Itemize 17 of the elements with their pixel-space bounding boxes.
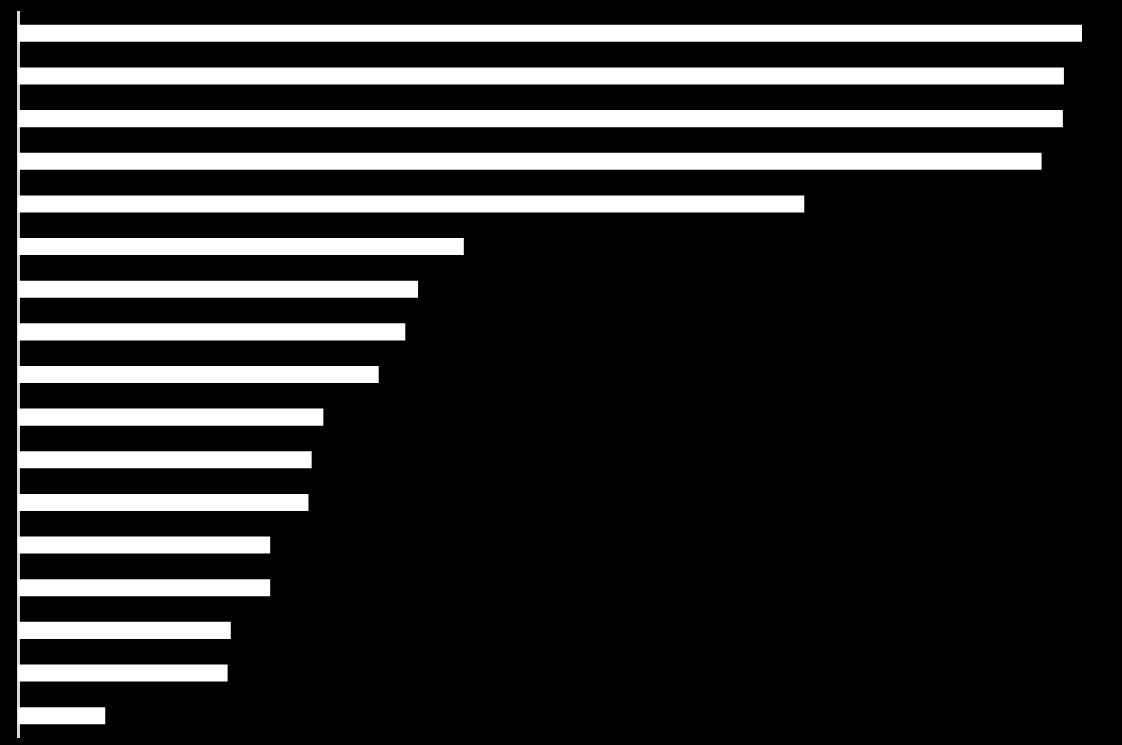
bar <box>18 408 324 426</box>
bar <box>18 195 805 213</box>
bar <box>18 24 1082 42</box>
bar <box>18 451 312 469</box>
bar <box>18 621 231 639</box>
bar <box>18 110 1063 128</box>
bar <box>18 238 464 256</box>
bar <box>18 67 1064 85</box>
bar <box>18 280 419 298</box>
bar <box>18 365 379 384</box>
bar <box>18 664 228 682</box>
bar <box>18 323 406 341</box>
bar <box>18 493 309 511</box>
bar <box>18 707 106 725</box>
bar <box>18 152 1042 170</box>
bar <box>18 536 271 554</box>
bar <box>18 579 271 597</box>
